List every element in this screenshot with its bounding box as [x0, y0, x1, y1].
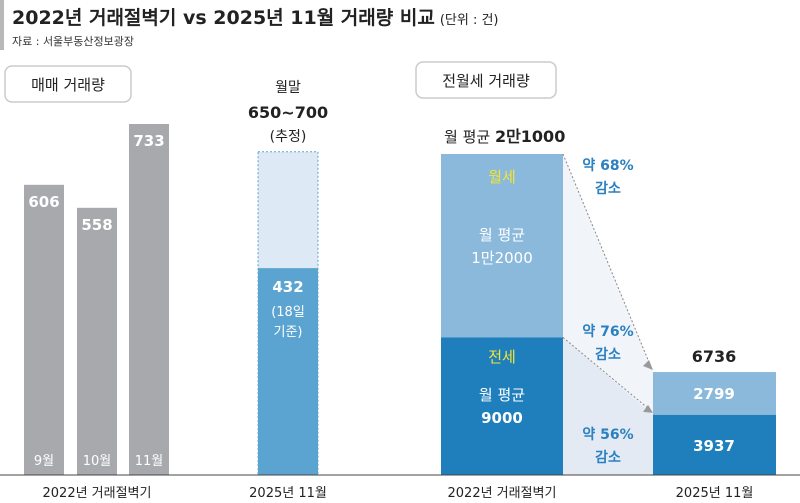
bar-2025-11: [258, 268, 318, 475]
value-label: 1만2000: [471, 249, 533, 267]
bar-11월: [129, 124, 169, 475]
bar-value-label: 432: [272, 278, 303, 296]
decrease-percent-label: 약 76%: [582, 323, 633, 340]
estimate-note: (추정): [270, 129, 307, 145]
bar-10월: [77, 207, 117, 476]
decrease-label: 감소: [595, 180, 621, 197]
rent-panel-title-box: [415, 61, 557, 99]
sale-panel-title: 매매 거래량: [31, 76, 105, 94]
bar-value-label: 558: [81, 216, 112, 234]
value-label: 월 평균: [479, 386, 525, 404]
bar-monthly-0: [441, 154, 563, 338]
page-title: 2022년 거래절벽기 vs 2025년 11월 거래량 비교 (단위 : 건): [12, 7, 499, 29]
jeonse-connector: [563, 337, 653, 475]
rent-panel-title: 전월세 거래량: [442, 72, 530, 90]
monthly-connector: [563, 154, 653, 415]
title-accent-bar: [0, 0, 4, 50]
series-label-jeonse: 전세: [488, 348, 516, 366]
rent-chart: 2022년 거래절벽기 2025년 11월 월 평균 2만1000 월세월 평균 1만2…: [441, 127, 776, 501]
source-label: 자료 : 서울부동산정보광장: [12, 35, 134, 48]
bar-value-label: 606: [28, 193, 59, 211]
month-label: 9월: [34, 454, 54, 469]
bar-9월: [24, 184, 64, 476]
note-label: 기준): [274, 325, 303, 340]
estimate-label: 월말: [275, 80, 301, 96]
x-axis-label: 2022년 거래절벽기: [448, 486, 557, 501]
bar-jeonse-0: [441, 337, 563, 475]
arrow-head-icon: [643, 360, 653, 371]
bar-monthly-1: [653, 372, 776, 415]
bar-jeonse-1: [653, 414, 776, 475]
decrease-label: 감소: [595, 449, 621, 466]
value-label: 2799: [693, 385, 735, 403]
x-axis-label: 2025년 11월: [249, 486, 327, 501]
arrow-monthly: [562, 153, 652, 368]
unit-label: (단위 : 건): [440, 13, 499, 28]
series-label-monthly: 월세: [488, 168, 516, 186]
x-axis-label: 2022년 거래절벽기: [43, 486, 152, 501]
arrow-jeonse: [562, 337, 652, 412]
total-2025-label: 6736: [692, 347, 737, 366]
decrease-percent-label: 약 68%: [582, 157, 633, 174]
arrow-head-icon: [643, 404, 653, 413]
total-2022-label: 월 평균 2만1000: [444, 127, 565, 146]
month-label: 10월: [83, 454, 112, 469]
bar-value-label: 733: [133, 132, 164, 150]
month-label: 11월: [135, 454, 164, 469]
decrease-label: 감소: [595, 346, 621, 363]
value-label: 9000: [481, 409, 523, 427]
note-label: (18일: [271, 305, 305, 320]
estimate-value: 650~700: [248, 103, 328, 122]
value-label: 3937: [693, 437, 735, 455]
x-axis-label: 2025년 11월: [676, 486, 754, 501]
sale-panel-title-box: [4, 65, 132, 103]
value-label: 월 평균: [479, 226, 525, 244]
decrease-percent-label: 약 56%: [582, 426, 633, 443]
